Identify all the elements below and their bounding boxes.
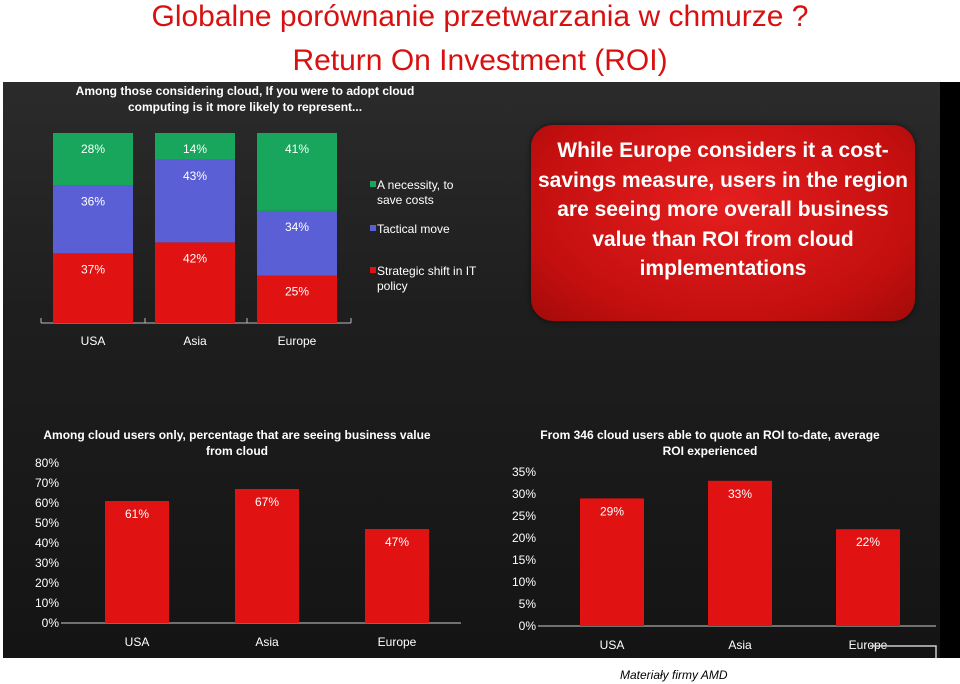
y-tick-label: 20%: [35, 576, 59, 590]
legend-label: A necessity, to: [377, 178, 454, 192]
data-label: 14%: [183, 142, 207, 156]
corner-bracket: [870, 645, 937, 658]
chart2-question: Among cloud users only, percentage that …: [43, 428, 431, 458]
y-tick-label: 25%: [512, 509, 536, 523]
y-tick-label: 35%: [512, 465, 536, 479]
y-tick-label: 0%: [42, 616, 60, 630]
callout-box: While Europe considers it a cost-savings…: [531, 125, 915, 321]
bar-segment: [257, 133, 337, 211]
y-tick-label: 5%: [519, 597, 537, 611]
legend-label: policy: [377, 279, 408, 293]
y-tick-label: 10%: [35, 596, 59, 610]
bar-segment: [155, 133, 235, 160]
y-tick-label: 30%: [35, 556, 59, 570]
legend-swatch: [370, 225, 376, 231]
bar-segment: [257, 275, 337, 323]
data-label: 22%: [856, 535, 880, 549]
legend-swatch: [370, 267, 376, 273]
data-label: 28%: [81, 142, 105, 156]
y-tick-label: 80%: [35, 456, 59, 470]
category-label: Europe: [849, 638, 888, 652]
data-label: 25%: [285, 285, 309, 299]
data-label: 34%: [285, 220, 309, 234]
bar-segment: [155, 159, 235, 243]
chart3-question: From 346 cloud users able to quote an RO…: [540, 428, 880, 458]
data-label: 29%: [600, 504, 624, 518]
y-tick-label: 60%: [35, 496, 59, 510]
bar: [836, 529, 900, 626]
source-credit: Materiały firmy AMD: [620, 668, 728, 682]
bar-segment: [257, 210, 337, 276]
data-label: 42%: [183, 251, 207, 265]
bar: [235, 489, 299, 623]
slide-edge: [940, 82, 960, 658]
bar-segment: [53, 253, 133, 323]
data-label: 47%: [385, 535, 409, 549]
category-label: USA: [81, 334, 106, 348]
category-label: Asia: [183, 334, 207, 348]
data-label: 67%: [255, 495, 279, 509]
category-label: USA: [600, 638, 625, 652]
y-tick-label: 15%: [512, 553, 536, 567]
slide-panel: Among those considering cloud, If you we…: [3, 82, 940, 658]
y-tick-label: 20%: [512, 531, 536, 545]
category-label: Asia: [255, 635, 279, 649]
category-label: USA: [125, 635, 150, 649]
data-label: 61%: [125, 507, 149, 521]
page-subtitle: Return On Investment (ROI): [292, 44, 668, 77]
legend-label: Strategic shift in IT: [377, 264, 477, 278]
y-tick-label: 30%: [512, 487, 536, 501]
category-label: Europe: [278, 334, 317, 348]
bar: [105, 501, 169, 623]
roi-bar-chart: 0% 5% 10% 15% 20% 25% 30% 35% 29% USA 33% Asia 22% Eu…: [512, 465, 937, 658]
bar: [580, 498, 644, 626]
bar-segment: [53, 133, 133, 186]
legend-swatch: [370, 181, 376, 187]
y-tick-label: 70%: [35, 476, 59, 490]
data-label: 41%: [285, 142, 309, 156]
y-tick-label: 10%: [512, 575, 536, 589]
bar: [708, 480, 772, 626]
data-label: 36%: [81, 195, 105, 209]
data-label: 43%: [183, 169, 207, 183]
category-label: Asia: [728, 638, 752, 652]
stacked-bar-chart: 37% 36% 28% USA 42% 43% 14% Asia 25% 34% 41% Europe…: [40, 133, 477, 348]
footer-bar: [0, 658, 960, 684]
data-label: 33%: [728, 487, 752, 501]
bar-segment: [155, 242, 235, 323]
chart1-question: Among those considering cloud, If you we…: [75, 84, 415, 114]
y-tick-label: 50%: [35, 516, 59, 530]
legend-label: Tactical move: [377, 222, 450, 236]
page-title: Globalne porównanie przetwarzania w chmu…: [151, 0, 809, 33]
bar: [365, 529, 429, 623]
y-tick-label: 40%: [35, 536, 59, 550]
legend-label: save costs: [377, 193, 434, 207]
y-tick-label: 0%: [519, 619, 537, 633]
bar-segment: [53, 185, 133, 254]
business-value-bar-chart: 0% 10% 20% 30% 40% 50% 60% 70% 80% 61% USA 67% Asia 4…: [35, 456, 461, 649]
data-label: 37%: [81, 262, 105, 276]
category-label: Europe: [378, 635, 417, 649]
